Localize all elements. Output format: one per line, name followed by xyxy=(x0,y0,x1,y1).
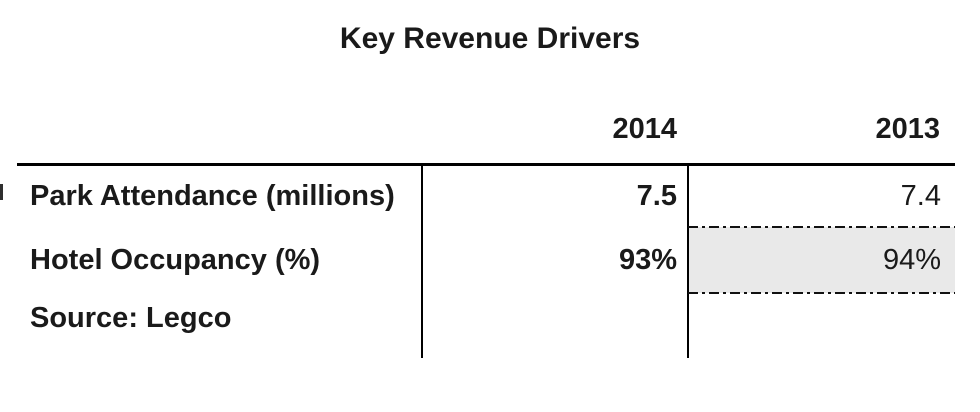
selection-border-bottom xyxy=(688,292,955,294)
cell-hotel-occupancy-2013-highlighted[interactable]: 94% xyxy=(687,227,955,293)
cell-park-attendance-2014: 7.5 xyxy=(421,166,687,227)
cell-hotel-occupancy-2014: 93% xyxy=(421,227,687,293)
selection-border-top xyxy=(688,226,955,228)
row-label-park-attendance: Park Attendance (millions) xyxy=(30,180,395,212)
source-note: Source: Legco xyxy=(30,302,232,334)
empty-cell-2014 xyxy=(421,293,687,358)
column-header-2014: 2014 xyxy=(612,113,677,145)
cell-park-attendance-2013: 7.4 xyxy=(687,166,955,227)
row-label-hotel-occupancy: Hotel Occupancy (%) xyxy=(30,243,321,276)
table-row-park-attendance: Park Attendance (millions) 7.5 7.4 xyxy=(17,166,955,227)
table-body: Park Attendance (millions) 7.5 7.4 Hotel… xyxy=(17,163,955,358)
empty-cell-2013 xyxy=(687,293,955,358)
column-header-2013: 2013 xyxy=(875,113,940,145)
revenue-drivers-table: 2014 2013 Park Attendance (millions) 7.5… xyxy=(17,105,955,358)
table-row-hotel-occupancy: Hotel Occupancy (%) 93% 94% xyxy=(17,227,955,293)
left-edge-artifact xyxy=(0,184,3,200)
table-header-row: 2014 2013 xyxy=(17,105,955,163)
page-title: Key Revenue Drivers xyxy=(339,22,641,55)
table-row-source: Source: Legco xyxy=(17,293,955,358)
